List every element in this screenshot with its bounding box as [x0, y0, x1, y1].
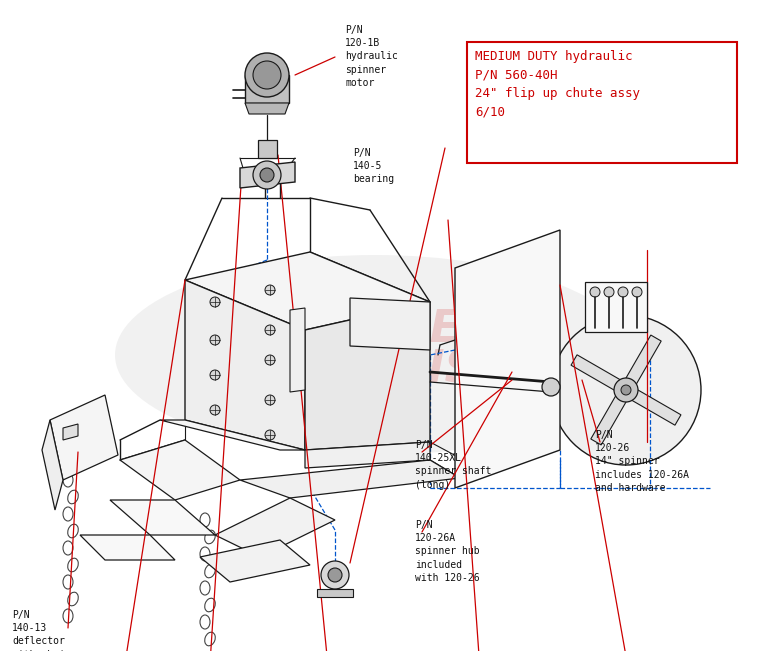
Circle shape	[590, 287, 600, 297]
Text: P/N
140-5
bearing: P/N 140-5 bearing	[353, 148, 394, 184]
Polygon shape	[120, 440, 240, 500]
Circle shape	[253, 61, 281, 89]
Polygon shape	[80, 535, 175, 560]
Circle shape	[210, 370, 220, 380]
Polygon shape	[290, 308, 305, 392]
Polygon shape	[185, 252, 430, 330]
Polygon shape	[632, 390, 681, 425]
Polygon shape	[63, 424, 78, 440]
Polygon shape	[240, 460, 460, 498]
Polygon shape	[305, 442, 430, 468]
Circle shape	[265, 395, 275, 405]
Circle shape	[542, 378, 560, 396]
Polygon shape	[245, 103, 289, 114]
Circle shape	[614, 378, 638, 402]
Text: P/N
120-26
14" spinner
includes 120-26A
and hardware: P/N 120-26 14" spinner includes 120-26A …	[595, 430, 689, 493]
FancyBboxPatch shape	[467, 42, 737, 163]
Polygon shape	[258, 140, 277, 158]
Polygon shape	[350, 298, 430, 350]
Circle shape	[265, 285, 275, 295]
Bar	[245, 75, 289, 103]
Circle shape	[253, 161, 281, 189]
Text: P/N
140-13
deflector
with chain
3 required: P/N 140-13 deflector with chain 3 requir…	[12, 610, 71, 651]
Polygon shape	[625, 335, 661, 384]
Polygon shape	[305, 302, 430, 450]
Text: P/N
120-26A
spinner hub
included
with 120-26: P/N 120-26A spinner hub included with 12…	[415, 520, 480, 583]
Polygon shape	[200, 540, 310, 582]
Circle shape	[551, 315, 701, 465]
Bar	[585, 282, 647, 332]
Circle shape	[604, 287, 614, 297]
Circle shape	[321, 561, 349, 589]
Text: P/N
120-1B
hydraulic
spinner
motor: P/N 120-1B hydraulic spinner motor	[345, 25, 398, 88]
Circle shape	[265, 325, 275, 335]
Polygon shape	[215, 498, 335, 557]
Polygon shape	[240, 162, 295, 188]
Text: EQUIPMENT: EQUIPMENT	[232, 309, 528, 352]
Polygon shape	[591, 396, 626, 445]
Circle shape	[632, 287, 642, 297]
Circle shape	[265, 430, 275, 440]
Circle shape	[621, 385, 631, 395]
Ellipse shape	[115, 255, 635, 455]
Text: MEDIUM DUTY hydraulic
P/N 560-40H
24" flip up chute assy
6/10: MEDIUM DUTY hydraulic P/N 560-40H 24" fl…	[476, 50, 641, 119]
Polygon shape	[185, 280, 305, 450]
Polygon shape	[110, 500, 215, 535]
Circle shape	[210, 297, 220, 307]
Polygon shape	[571, 355, 620, 390]
Polygon shape	[50, 395, 118, 480]
Polygon shape	[160, 420, 305, 450]
Polygon shape	[455, 230, 560, 488]
Text: P/N
140-25XL
spinner shaft
(long): P/N 140-25XL spinner shaft (long)	[415, 440, 492, 490]
Polygon shape	[42, 420, 63, 510]
Circle shape	[245, 53, 289, 97]
Bar	[317, 589, 353, 597]
Text: SPECIALISTS: SPECIALISTS	[221, 348, 539, 391]
Circle shape	[265, 355, 275, 365]
Circle shape	[260, 168, 274, 182]
Circle shape	[328, 568, 342, 582]
Circle shape	[210, 405, 220, 415]
Circle shape	[210, 335, 220, 345]
Circle shape	[618, 287, 628, 297]
